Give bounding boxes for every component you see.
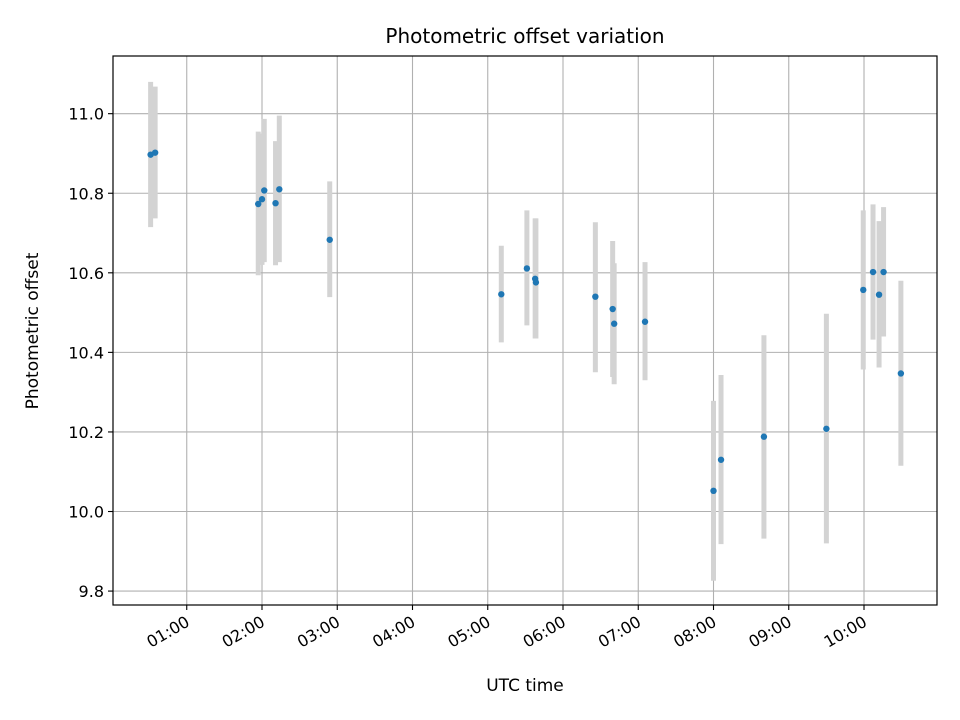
data-point [880, 268, 887, 276]
data-point [276, 186, 283, 193]
x-tick-label: 10:00 [821, 612, 870, 652]
x-tick-label: 05:00 [444, 612, 493, 652]
y-tick-label: 10.2 [68, 423, 104, 442]
data-point [609, 305, 616, 313]
x-tick-label: 07:00 [595, 612, 644, 652]
y-tick-label: 11.0 [68, 105, 104, 124]
data-point [261, 187, 268, 194]
y-tick-label: 9.8 [79, 582, 104, 601]
y-tick-label: 10.0 [68, 503, 104, 522]
chart-title: Photometric offset variation [385, 24, 664, 48]
gridlines [113, 56, 937, 605]
data-point [823, 425, 830, 432]
data-points [147, 149, 905, 495]
y-tick-label: 10.8 [68, 184, 104, 203]
data-point [875, 291, 883, 298]
data-point [641, 318, 649, 325]
data-point [523, 265, 531, 272]
x-tick-label: 04:00 [369, 612, 418, 652]
x-tick-label: 08:00 [670, 612, 719, 652]
x-axis-ticks: 01:00 02:00 03:00 04:00 05:00 06:00 07:00 08:00… [143, 605, 870, 652]
data-point [258, 196, 266, 203]
data-point [498, 291, 505, 298]
data-point [869, 268, 877, 276]
x-tick-label: 09:00 [745, 612, 794, 652]
data-point [592, 293, 599, 300]
y-axis-ticks: 9.8 10.0 10.2 10.4 10.6 10.8 11.0 [68, 105, 113, 601]
x-tick-label: 01:00 [143, 612, 192, 652]
x-tick-label: 06:00 [520, 612, 569, 652]
data-point [532, 279, 540, 286]
x-tick-label: 02:00 [219, 612, 268, 652]
data-point [860, 286, 867, 294]
data-point [151, 149, 159, 156]
data-point [717, 456, 725, 463]
data-point [326, 236, 333, 243]
y-axis-label: Photometric offset [23, 252, 43, 409]
y-tick-label: 10.4 [68, 343, 104, 362]
data-point [710, 487, 717, 495]
data-point [610, 320, 618, 327]
data-point [255, 200, 262, 208]
data-point [272, 199, 279, 207]
plot-frame [112, 55, 938, 606]
x-tick-label: 03:00 [294, 612, 343, 652]
x-axis-label: UTC time [486, 676, 564, 696]
data-point [897, 370, 905, 377]
data-point [760, 433, 768, 440]
y-tick-label: 10.6 [68, 264, 104, 283]
